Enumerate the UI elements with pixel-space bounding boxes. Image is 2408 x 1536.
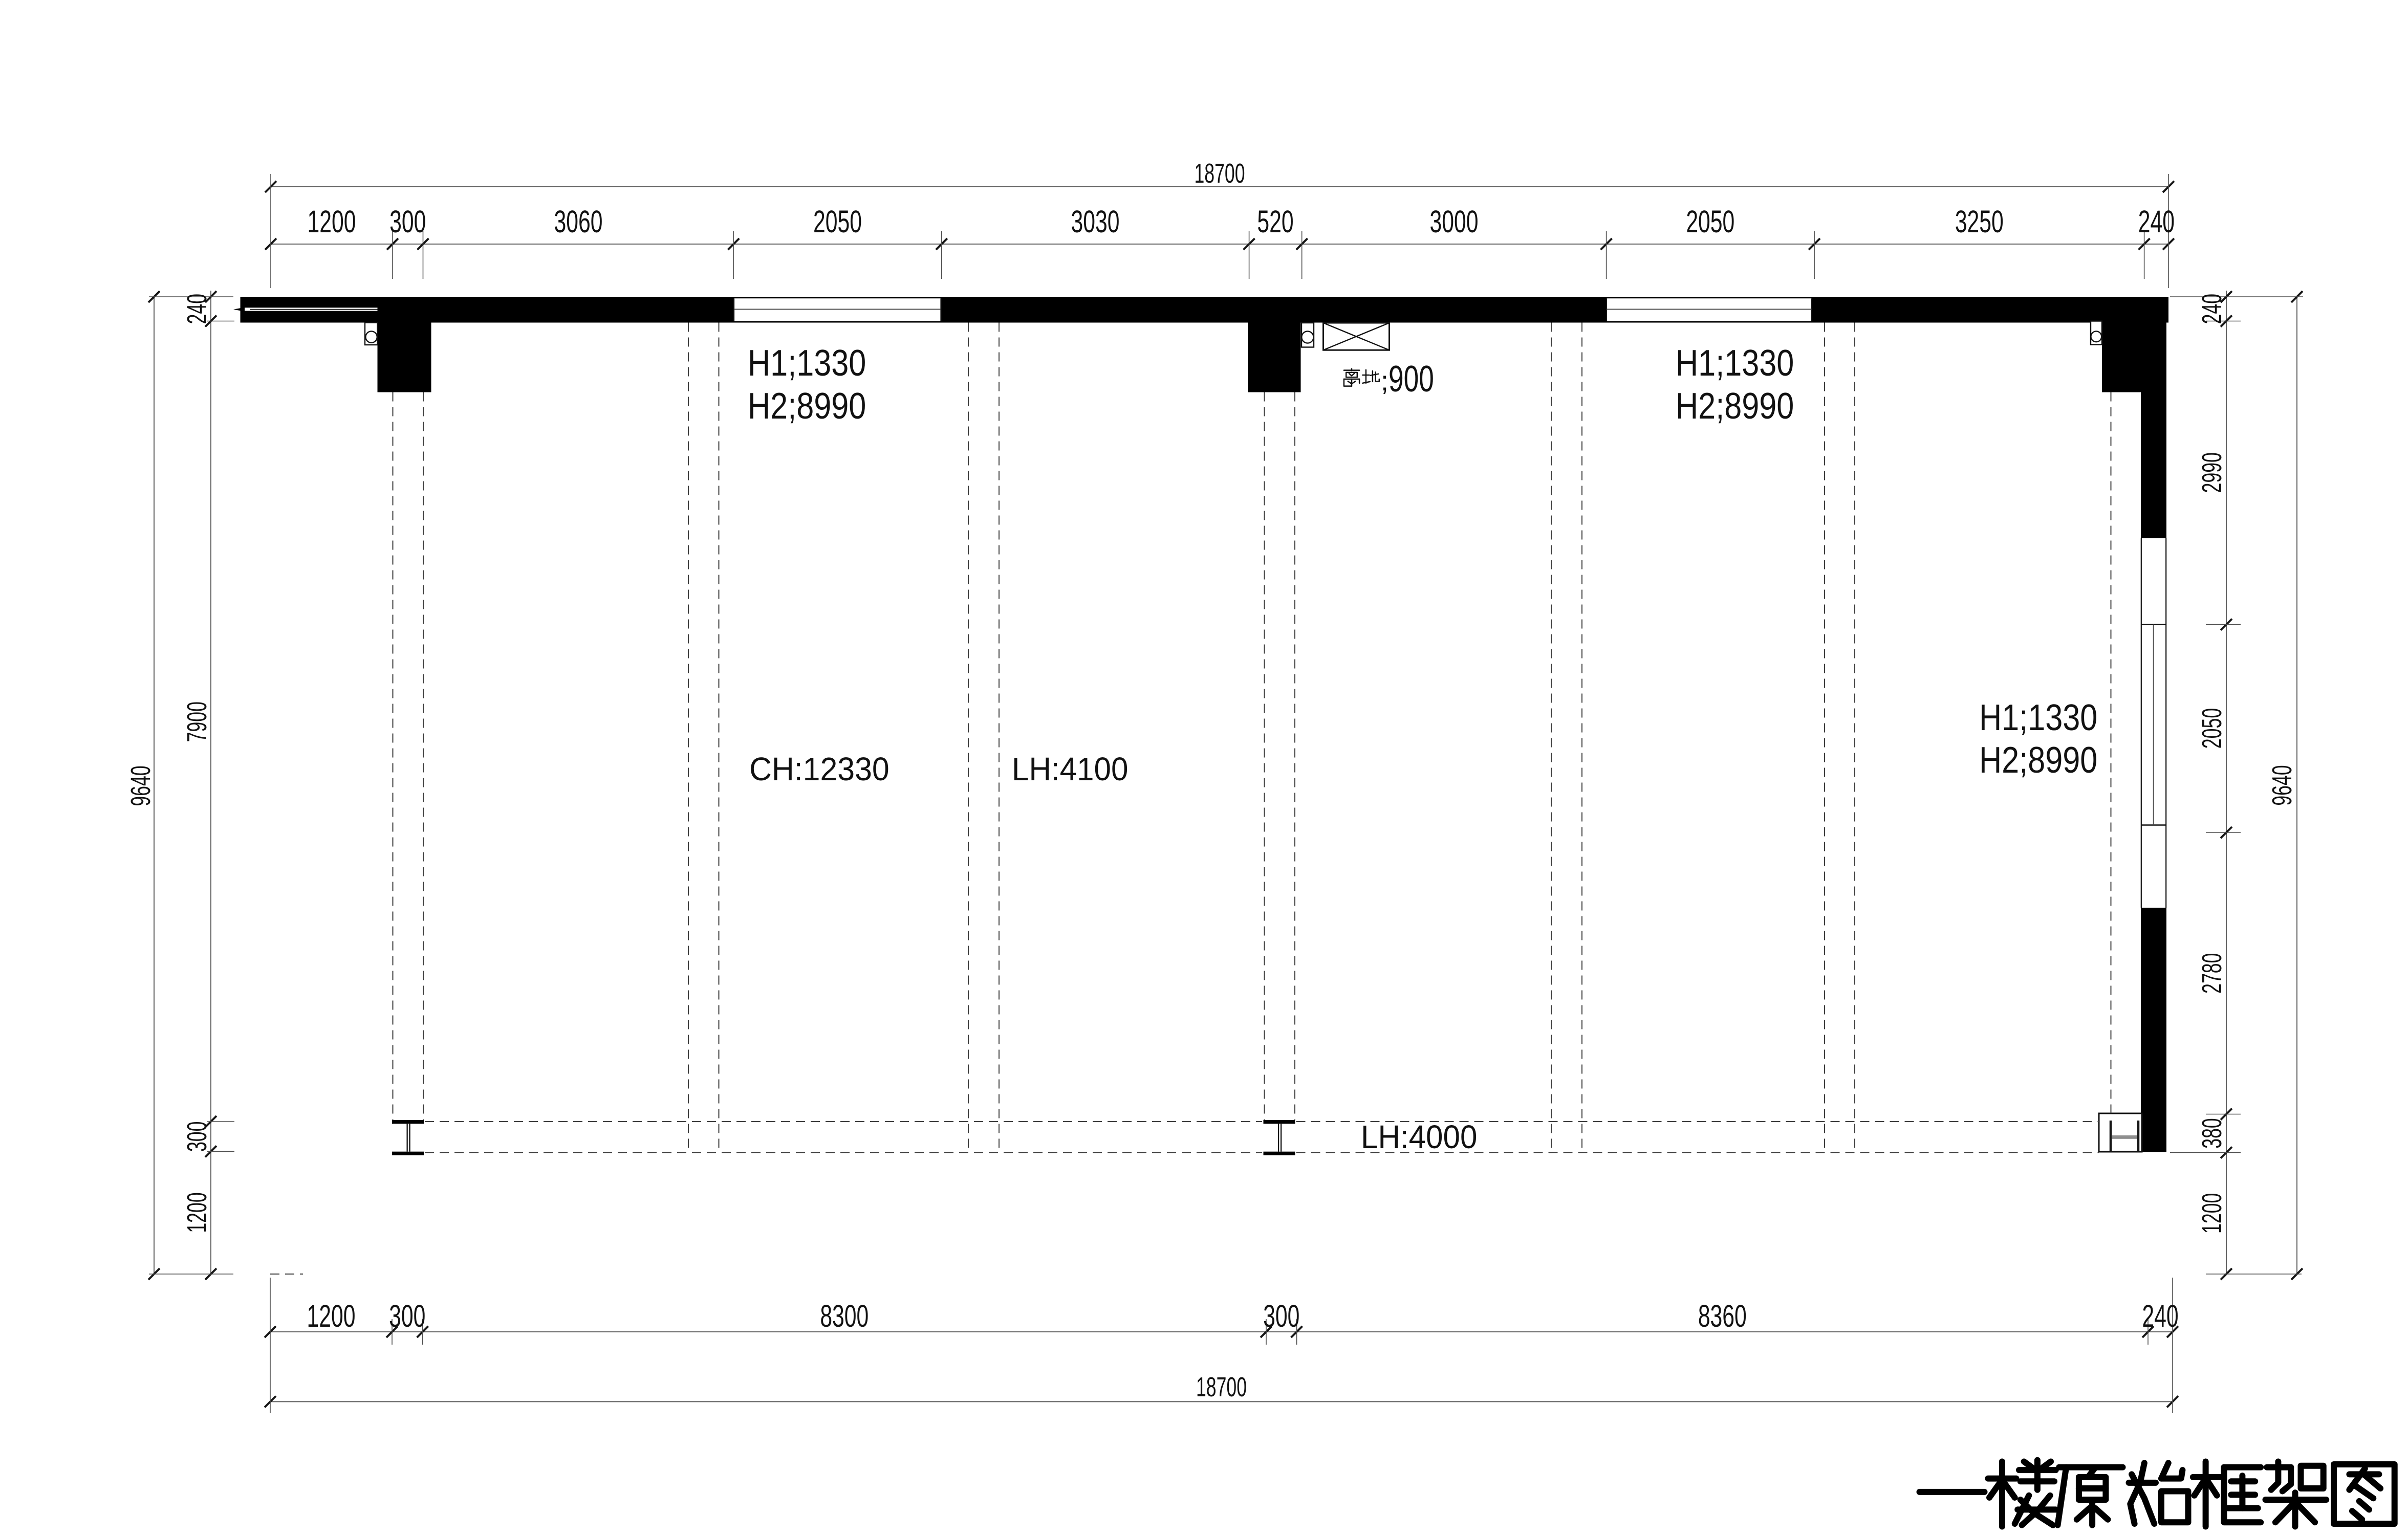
svg-text:240: 240: [2197, 294, 2227, 324]
svg-text:9640: 9640: [2267, 765, 2297, 805]
svg-text:900: 900: [1389, 359, 1434, 400]
svg-text:240: 240: [2138, 205, 2175, 239]
svg-text:2050: 2050: [2197, 708, 2227, 749]
svg-text:1200: 1200: [308, 205, 356, 239]
svg-text:3030: 3030: [1071, 205, 1120, 239]
svg-text:7900: 7900: [182, 701, 212, 742]
svg-text:H1;1330: H1;1330: [748, 343, 866, 384]
svg-text:8360: 8360: [1698, 1299, 1747, 1334]
svg-text:2780: 2780: [2197, 953, 2227, 994]
svg-text:H2;8990: H2;8990: [1979, 740, 2097, 781]
svg-text:240: 240: [182, 294, 212, 324]
svg-text:2990: 2990: [2197, 452, 2227, 493]
svg-text:18700: 18700: [1196, 1372, 1247, 1402]
svg-text:8300: 8300: [820, 1299, 869, 1334]
svg-text:18700: 18700: [1194, 158, 1245, 189]
svg-text:3000: 3000: [1430, 205, 1479, 239]
svg-text:;: ;: [1381, 366, 1389, 397]
svg-text:1200: 1200: [307, 1299, 356, 1334]
svg-text:380: 380: [2197, 1118, 2227, 1148]
svg-text:9640: 9640: [125, 765, 156, 806]
svg-text:300: 300: [389, 1299, 425, 1334]
svg-text:3060: 3060: [554, 205, 603, 239]
svg-text:2050: 2050: [813, 205, 862, 239]
svg-text:1200: 1200: [2197, 1193, 2227, 1234]
svg-text:2050: 2050: [1686, 205, 1734, 239]
svg-text:240: 240: [2142, 1299, 2178, 1334]
svg-text:H2;8990: H2;8990: [748, 386, 866, 427]
svg-text:520: 520: [1257, 205, 1293, 239]
svg-text:3250: 3250: [1955, 205, 2004, 239]
svg-text:CH:12330: CH:12330: [749, 751, 890, 788]
svg-text:H1;1330: H1;1330: [1979, 697, 2097, 738]
svg-text:LH:4000: LH:4000: [1361, 1119, 1477, 1155]
svg-text:300: 300: [1263, 1299, 1299, 1334]
svg-text:LH:4100: LH:4100: [1012, 751, 1128, 787]
svg-text:300: 300: [182, 1122, 212, 1152]
svg-text:1200: 1200: [182, 1192, 212, 1233]
svg-text:H2;8990: H2;8990: [1676, 386, 1794, 427]
svg-text:H1;1330: H1;1330: [1676, 343, 1794, 384]
svg-text:300: 300: [389, 205, 426, 239]
